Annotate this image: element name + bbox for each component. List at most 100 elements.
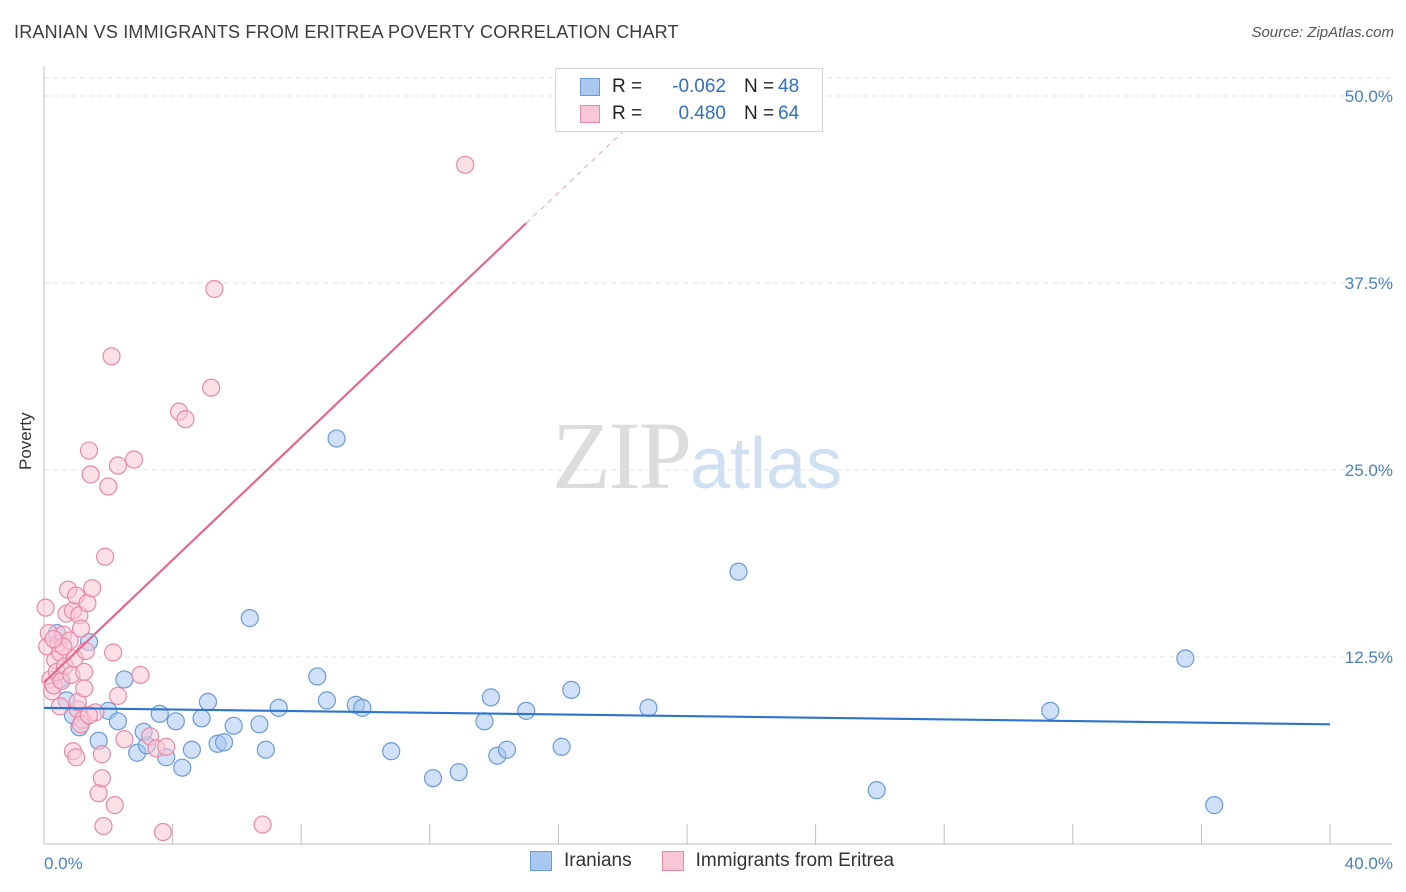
source-credit: Source: ZipAtlas.com (1251, 24, 1394, 41)
iranians-point (224, 716, 243, 735)
legend-n-value: 48 (778, 76, 800, 97)
y-tick-label: 37.5% (1345, 274, 1393, 293)
eritrea-point (71, 619, 91, 638)
legend-item-iranians[interactable]: Iranians (530, 850, 632, 872)
watermark-zip: ZIP (552, 402, 692, 509)
eritrea-point (131, 665, 150, 685)
eritrea-point (95, 547, 115, 566)
legend-swatch-eritrea (661, 851, 684, 871)
iranians-point (108, 712, 128, 731)
eritrea-trend-line (43, 222, 528, 684)
legend-n-label: N = (744, 103, 775, 124)
iranians-point (150, 704, 169, 723)
iranians-point (308, 667, 327, 686)
y-tick-label: 12.5% (1345, 648, 1393, 667)
legend-row-eritrea: R = 0.480 N = 64 (580, 102, 799, 126)
iranians-point (115, 670, 134, 689)
legend-swatch-eritrea (580, 105, 600, 123)
iranians-trend-line (43, 706, 1331, 726)
series-legend: Iranians Immigrants from Eritrea (530, 850, 924, 872)
iranians-point (1205, 796, 1224, 815)
iranians-point (269, 698, 288, 717)
eritrea-point (75, 679, 94, 698)
eritrea-point (202, 378, 221, 397)
x-tick-label-max: 40.0% (1345, 854, 1393, 873)
iranians-point (317, 691, 337, 710)
eritrea-point (75, 662, 94, 682)
iranians-point (552, 737, 571, 756)
eritrea-point (83, 579, 102, 598)
iranians-point (166, 712, 185, 731)
iranians-point (449, 763, 468, 782)
iranians-point (517, 701, 536, 720)
iranians-point (182, 740, 201, 759)
eritrea-point (99, 477, 118, 496)
iranians-point (562, 680, 581, 700)
legend-n-label: N = (744, 76, 775, 97)
legend-r-value: 0.480 (678, 103, 726, 124)
eritrea-point (105, 796, 124, 815)
correlation-legend: R = -0.062 N = 48 R = 0.480 N = 64 (555, 68, 823, 132)
eritrea-point (157, 737, 176, 756)
eritrea-point (89, 784, 108, 803)
iranians-point (214, 733, 234, 752)
legend-label-eritrea: Immigrants from Eritrea (695, 850, 895, 871)
iranians-point (382, 742, 401, 761)
eritrea-point (36, 598, 55, 617)
watermark: ZIPatlas (552, 400, 842, 511)
eritrea-point (92, 745, 111, 764)
legend-n-value: 64 (778, 103, 800, 124)
eritrea-point (67, 748, 86, 767)
eritrea-point (81, 465, 100, 484)
iranians-point (250, 715, 269, 734)
iranians-point (1176, 649, 1195, 668)
legend-row-iranians: R = -0.062 N = 48 (580, 75, 799, 99)
legend-label-iranians: Iranians (564, 850, 632, 871)
chart-title: IRANIAN VS IMMIGRANTS FROM ERITREA POVER… (14, 22, 679, 42)
iranians-point (192, 709, 211, 728)
legend-swatch-iranians (530, 851, 552, 871)
iranians-point (867, 781, 886, 800)
iranians-point (353, 698, 372, 717)
iranians-point (327, 429, 346, 448)
eritrea-point (108, 456, 128, 475)
eritrea-point (44, 629, 63, 649)
eritrea-point (176, 410, 195, 429)
legend-swatch-iranians (580, 78, 600, 96)
iranians-point (497, 740, 517, 759)
iranians-point (1041, 701, 1060, 720)
legend-r-label: R = (612, 103, 643, 124)
iranians-point (256, 740, 275, 759)
eritrea-point (205, 279, 224, 299)
legend-r-label: R = (612, 76, 643, 97)
eritrea-point (115, 730, 134, 749)
eritrea-trend-extension (525, 131, 624, 224)
iranians-point (173, 758, 192, 777)
iranians-point (475, 712, 494, 731)
eritrea-point (50, 697, 70, 716)
y-tick-label: 50.0% (1345, 87, 1393, 106)
eritrea-point (79, 706, 99, 725)
eritrea-point (76, 641, 95, 661)
iranians-point (481, 688, 500, 707)
watermark-atlas: atlas (690, 424, 843, 504)
eritrea-point (108, 686, 128, 705)
eritrea-point (124, 450, 144, 469)
legend-r-value: -0.062 (672, 76, 726, 97)
x-tick-label-min: 0.0% (44, 854, 83, 873)
iranians-point (198, 692, 218, 711)
y-tick-label: 25.0% (1345, 461, 1393, 480)
eritrea-point (79, 441, 99, 460)
iranians-point (240, 609, 259, 628)
iranians-point (639, 698, 658, 717)
iranians-point (423, 769, 443, 788)
eritrea-point (253, 815, 272, 834)
legend-item-eritrea[interactable]: Immigrants from Eritrea (661, 850, 895, 872)
eritrea-point (102, 347, 121, 366)
eritrea-point (94, 816, 113, 836)
eritrea-point (456, 155, 475, 174)
eritrea-point (104, 643, 123, 662)
eritrea-point (153, 822, 173, 842)
iranians-point (729, 562, 748, 581)
